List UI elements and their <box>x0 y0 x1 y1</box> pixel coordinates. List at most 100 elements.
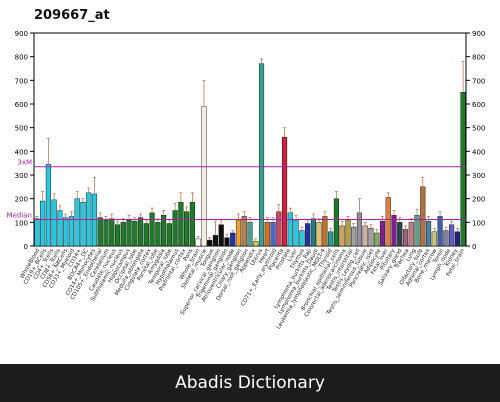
bar <box>241 216 247 247</box>
plot-frame <box>33 32 467 247</box>
chart-title: 209667_at <box>34 8 110 23</box>
bar <box>34 218 40 247</box>
bar <box>63 217 69 247</box>
y-tick-label-left: 600 <box>15 101 28 109</box>
y-tick-label-right: 700 <box>472 77 485 85</box>
bar <box>374 232 380 247</box>
bar <box>379 220 386 247</box>
bar <box>230 232 236 247</box>
y-tick-label-left: 700 <box>15 77 28 85</box>
bar <box>362 225 368 247</box>
bar <box>339 225 345 247</box>
y-tick-label-right: 900 <box>472 30 485 38</box>
y-tick-label-left: 900 <box>15 30 28 38</box>
bar <box>218 224 224 247</box>
bar <box>235 219 242 247</box>
bar <box>126 219 132 247</box>
bar <box>276 211 282 247</box>
bar <box>103 219 109 247</box>
bar <box>299 230 305 247</box>
bar <box>443 230 449 247</box>
bar <box>207 239 213 247</box>
bar <box>51 199 57 247</box>
bar <box>316 222 322 247</box>
bar <box>109 218 115 247</box>
axes-layer: 0 0 100 100 200 200 300 300 400 400 500 500 600 600 70… <box>15 30 486 251</box>
bar <box>114 224 121 247</box>
bar <box>270 222 276 247</box>
footer-banner: Abadis Dictionary <box>0 364 500 402</box>
bar <box>351 226 357 247</box>
reference-line-label: Median <box>7 211 32 219</box>
y-tick-label-right: 0 <box>472 243 476 251</box>
chart-svg: 0 0 100 100 200 200 300 300 400 400 500 500 600 600 70… <box>7 30 486 330</box>
bar <box>253 241 259 247</box>
bar <box>201 106 207 247</box>
bar <box>189 202 195 247</box>
y-tick-label-left: 300 <box>15 172 28 180</box>
reference-line-label: 3xM <box>17 159 32 167</box>
bar <box>132 220 138 247</box>
bar <box>178 202 184 247</box>
bar <box>172 210 178 247</box>
y-tick-label-right: 400 <box>472 148 485 156</box>
bar <box>149 212 155 247</box>
bar <box>143 223 149 247</box>
bar <box>74 198 80 247</box>
y-tick-label-left: 400 <box>15 148 28 156</box>
y-tick-label-right: 800 <box>472 54 485 62</box>
bar <box>264 222 270 247</box>
bar <box>68 216 75 247</box>
bar <box>224 237 230 247</box>
bar <box>328 231 334 247</box>
bar <box>408 222 414 247</box>
bar <box>166 223 172 247</box>
bar <box>402 229 409 247</box>
reference-lines-layer: 3xM Median <box>7 159 466 220</box>
bar <box>155 222 161 247</box>
bar <box>212 235 219 247</box>
category-labels-layer: WholeBloodCD19+_BCellsCD4+_TcellsCD8+_Tc… <box>19 247 466 330</box>
y-tick-label-right: 300 <box>472 172 485 180</box>
bar <box>333 198 339 247</box>
bar <box>431 231 437 247</box>
bar <box>368 228 374 247</box>
bar <box>345 219 351 247</box>
bar <box>195 238 201 247</box>
bars-layer <box>34 58 466 247</box>
bar <box>310 218 316 247</box>
bar <box>120 222 126 247</box>
y-tick-label-right: 100 <box>472 219 485 227</box>
bar <box>454 231 460 247</box>
bar <box>397 222 403 247</box>
bar <box>420 186 426 247</box>
bar <box>137 217 144 247</box>
bar <box>45 164 51 247</box>
y-tick-label-right: 200 <box>472 196 485 204</box>
bar <box>184 211 190 247</box>
y-tick-label-left: 100 <box>15 219 28 227</box>
y-tick-label-left: 500 <box>15 125 28 133</box>
bar <box>287 212 293 247</box>
bar <box>437 216 443 247</box>
bar <box>385 197 391 247</box>
bar <box>258 63 265 247</box>
bar <box>449 224 455 247</box>
bar <box>293 219 299 247</box>
y-tick-label-left: 800 <box>15 54 28 62</box>
bar <box>460 91 466 247</box>
bar <box>80 202 86 247</box>
category-label: Pons <box>183 248 195 262</box>
bar <box>57 210 63 247</box>
bar <box>281 136 288 247</box>
bar <box>322 216 328 247</box>
bar <box>425 220 432 247</box>
bar <box>305 223 311 247</box>
y-tick-label-right: 500 <box>472 125 485 133</box>
bar <box>40 200 46 247</box>
bar <box>356 212 363 247</box>
bar <box>247 222 253 247</box>
bar <box>97 217 103 247</box>
y-tick-label-left: 200 <box>15 196 28 204</box>
